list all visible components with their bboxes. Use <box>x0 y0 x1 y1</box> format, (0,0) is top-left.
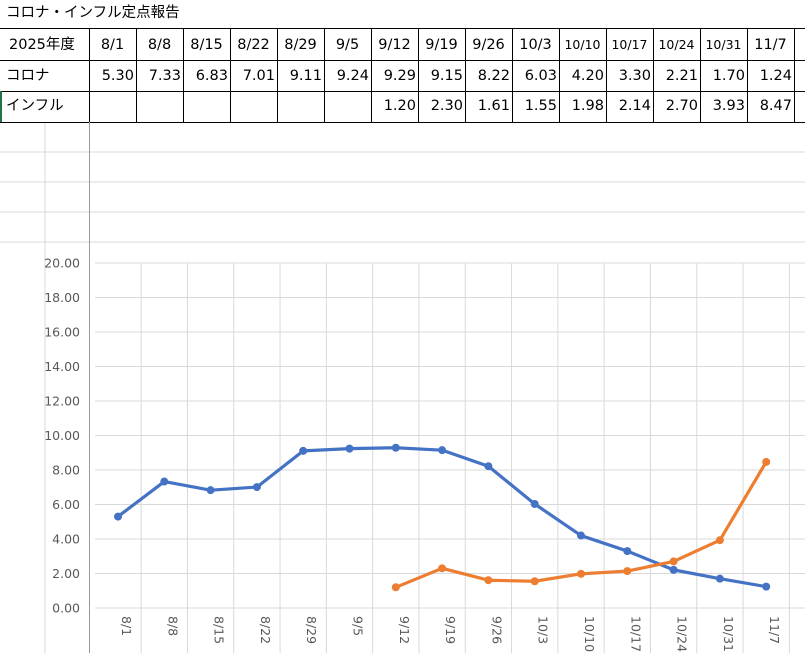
flu-value-cell[interactable]: 1.20 <box>383 98 416 114</box>
x-tick-label: 8/29 <box>304 616 319 644</box>
corona-data-point[interactable] <box>345 444 354 453</box>
corona-data-point[interactable] <box>623 547 632 556</box>
flu-data-point[interactable] <box>391 583 400 592</box>
x-tick-label: 9/26 <box>489 616 504 644</box>
corona-data-point[interactable] <box>299 446 308 455</box>
date-header-cell[interactable]: 8/8 <box>147 37 172 53</box>
flu-data-point[interactable] <box>577 569 585 578</box>
corona-value-cell[interactable]: 8.22 <box>477 68 510 84</box>
flu-data-point[interactable] <box>484 576 493 585</box>
flu-data-point[interactable] <box>438 564 447 573</box>
corona-data-point[interactable] <box>252 483 261 492</box>
sheet-title[interactable]: コロナ・インフル定点報告 <box>6 5 180 21</box>
corona-value-cell[interactable]: 9.11 <box>289 68 322 84</box>
date-header-cell[interactable]: 9/12 <box>378 37 411 53</box>
y-tick-label: 12.00 <box>44 394 80 409</box>
corona-value-cell[interactable]: 9.15 <box>430 68 463 84</box>
corona-value-cell[interactable]: 9.24 <box>336 68 369 84</box>
date-header-cell[interactable]: 9/19 <box>425 37 458 53</box>
corona-value-cell[interactable]: 3.30 <box>618 68 651 84</box>
flu-value-cell[interactable]: 2.14 <box>618 98 651 114</box>
corona-value-cell[interactable]: 4.20 <box>571 68 604 84</box>
x-tick-label: 8/22 <box>258 616 273 644</box>
flu-value-cell[interactable]: 3.93 <box>712 98 745 114</box>
y-tick-label: 16.00 <box>44 325 80 340</box>
corona-data-point[interactable] <box>530 499 539 508</box>
flu-data-point[interactable] <box>530 577 539 586</box>
row-label-flu[interactable]: インフル <box>6 98 64 114</box>
corona-data-point[interactable] <box>160 477 169 486</box>
flu-value-cell[interactable]: 1.55 <box>524 98 557 114</box>
x-tick-label: 9/5 <box>351 616 366 636</box>
corona-data-point[interactable] <box>438 446 447 455</box>
x-tick-label: 10/31 <box>721 616 736 652</box>
y-tick-label: 14.00 <box>44 359 80 374</box>
corona-value-cell[interactable]: 6.03 <box>524 68 557 84</box>
x-tick-label: 8/15 <box>212 616 227 644</box>
flu-value-cell[interactable]: 8.47 <box>759 98 792 114</box>
corona-data-point[interactable] <box>762 582 771 591</box>
flu-value-cell[interactable]: 2.70 <box>665 98 698 114</box>
x-tick-label: 10/3 <box>536 616 551 644</box>
x-tick-label: 10/17 <box>628 616 643 652</box>
corona-data-point[interactable] <box>391 443 400 452</box>
flu-data-point[interactable] <box>762 457 771 466</box>
date-header-cell[interactable]: 8/22 <box>237 37 270 53</box>
corona-data-point[interactable] <box>484 462 493 471</box>
row-label-corona[interactable]: コロナ <box>6 68 50 84</box>
x-tick-label: 10/10 <box>582 616 597 652</box>
date-header-cell[interactable]: 8/29 <box>284 37 317 53</box>
date-header-cell[interactable]: 9/5 <box>335 37 360 53</box>
y-tick-label: 6.00 <box>52 497 80 512</box>
corona-data-point[interactable] <box>669 565 678 574</box>
date-header-cell[interactable]: 8/1 <box>100 37 125 53</box>
x-tick-label: 11/7 <box>767 616 782 644</box>
y-tick-label: 10.00 <box>44 428 80 443</box>
flu-data-point[interactable] <box>715 536 724 545</box>
flu-data-point[interactable] <box>623 567 632 576</box>
x-tick-label: 8/8 <box>165 616 180 636</box>
date-header-cell[interactable]: 9/26 <box>472 37 505 53</box>
y-tick-label: 0.00 <box>52 601 80 616</box>
corona-value-cell[interactable]: 5.30 <box>101 68 134 84</box>
x-tick-label: 9/19 <box>443 616 458 644</box>
date-header-cell[interactable]: 10/10 <box>564 37 601 52</box>
corona-data-point[interactable] <box>114 512 122 521</box>
corona-data-point[interactable] <box>715 574 724 583</box>
flu-series-line[interactable] <box>394 460 768 589</box>
corona-value-cell[interactable]: 7.01 <box>242 68 275 84</box>
date-header-cell[interactable]: 10/24 <box>658 37 695 52</box>
corona-data-point[interactable] <box>577 531 585 540</box>
corona-value-cell[interactable]: 9.29 <box>383 68 416 84</box>
flu-value-cell[interactable]: 1.98 <box>571 98 604 114</box>
date-header-cell[interactable]: 10/17 <box>611 37 648 52</box>
flu-data-point[interactable] <box>669 557 678 566</box>
date-header-cell[interactable]: 11/7 <box>754 37 787 53</box>
corona-value-cell[interactable]: 6.83 <box>195 68 228 84</box>
x-tick-label: 9/12 <box>397 616 412 644</box>
y-tick-label: 2.00 <box>52 566 80 581</box>
y-tick-label: 20.00 <box>44 256 80 271</box>
date-header-cell[interactable]: 8/15 <box>190 37 223 53</box>
corona-value-cell[interactable]: 2.21 <box>665 68 698 84</box>
y-tick-label: 18.00 <box>44 290 80 305</box>
date-header-cell[interactable]: 10/3 <box>519 37 552 53</box>
corona-data-point[interactable] <box>206 486 215 495</box>
flu-value-cell[interactable]: 2.30 <box>430 98 463 114</box>
x-tick-label: 10/24 <box>675 616 690 652</box>
x-tick-label: 8/1 <box>119 616 134 636</box>
corona-value-cell[interactable]: 7.33 <box>148 68 181 84</box>
date-header-cell[interactable]: 10/31 <box>705 37 742 52</box>
y-tick-label: 8.00 <box>52 463 80 478</box>
corona-value-cell[interactable]: 1.70 <box>712 68 745 84</box>
corona-value-cell[interactable]: 1.24 <box>759 68 792 84</box>
y-tick-label: 4.00 <box>52 532 80 547</box>
header-year-label[interactable]: 2025年度 <box>9 37 75 53</box>
flu-value-cell[interactable]: 1.61 <box>477 98 510 114</box>
